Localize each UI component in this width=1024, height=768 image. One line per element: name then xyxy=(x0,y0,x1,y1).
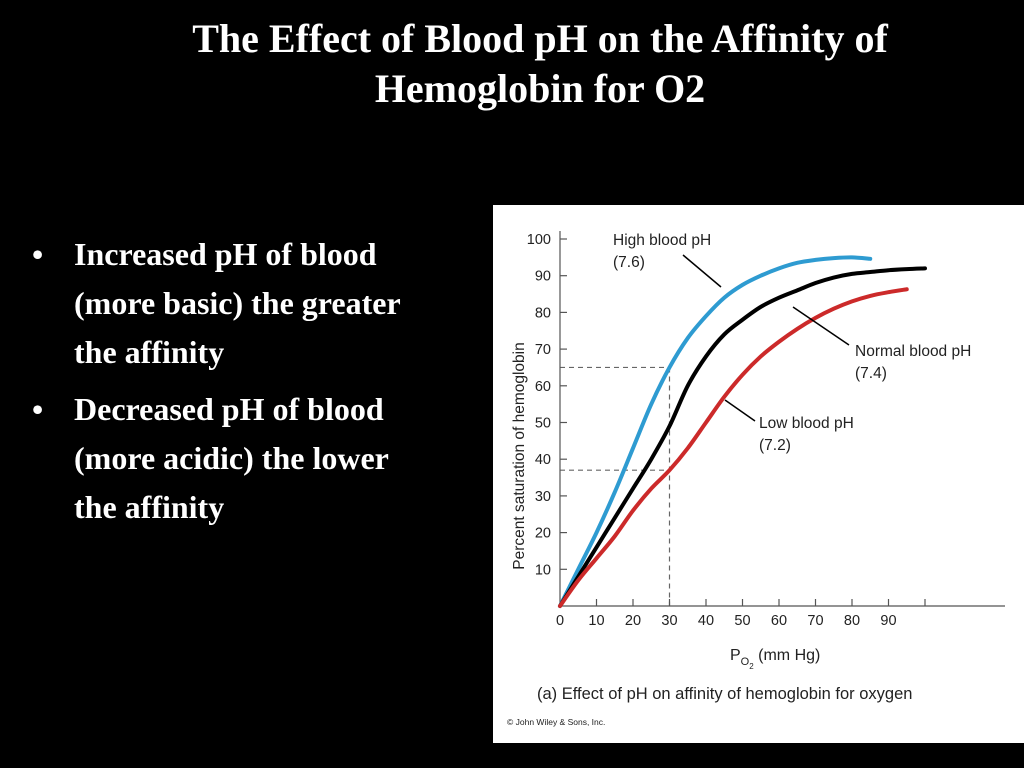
x-tick-label: 0 xyxy=(556,613,564,629)
bullet-line: (more acidic) the lower xyxy=(74,440,389,476)
x-tick-label: 60 xyxy=(771,613,787,629)
slide-title: The Effect of Blood pH on the Affinity o… xyxy=(100,14,980,114)
figure-caption: (a) Effect of pH on affinity of hemoglob… xyxy=(537,685,912,703)
y-tick-label: 80 xyxy=(535,305,551,321)
legend-high-ph-value: (7.6) xyxy=(613,254,645,271)
curve-high-ph xyxy=(558,255,873,608)
y-tick-label: 90 xyxy=(535,269,551,285)
y-tick-label: 20 xyxy=(535,526,551,542)
oxygen-dissociation-figure: 10 20 30 40 50 60 70 80 90 100 0 10 20 30 40 50 60 70 80 90… xyxy=(493,205,1024,743)
x-tick-label: 40 xyxy=(698,613,714,629)
bullet-list: • Increased pH of blood (more basic) the… xyxy=(28,230,488,540)
bullet-line: Increased pH of blood xyxy=(74,236,377,272)
bullet-icon: • xyxy=(32,391,44,427)
legend-low-ph-name: Low blood pH xyxy=(759,415,854,432)
legend-low-ph-value: (7.2) xyxy=(759,437,791,454)
oxygen-dissociation-chart: 10 20 30 40 50 60 70 80 90 100 0 10 20 30 40 50 60 70 80 90… xyxy=(507,231,1005,727)
x-tick-label: 10 xyxy=(588,613,604,629)
y-tick-label: 10 xyxy=(535,562,551,578)
x-tick-label: 50 xyxy=(734,613,750,629)
x-tick-label: 30 xyxy=(661,613,677,629)
bullet-icon: • xyxy=(32,236,44,272)
curve-normal-ph xyxy=(558,266,927,608)
x-tick-label: 90 xyxy=(880,613,896,629)
y-tick-label: 60 xyxy=(535,379,551,395)
legend-normal-ph-name: Normal blood pH xyxy=(855,343,971,360)
leader-normal-ph xyxy=(792,306,850,346)
bullet-item-decreased-ph: • Decreased pH of blood (more acidic) th… xyxy=(28,385,488,532)
leader-low-ph xyxy=(724,399,756,422)
curve-low-ph xyxy=(558,287,909,608)
x-axis-label-main: P xyxy=(730,647,741,664)
x-axis-label-sub: O xyxy=(741,656,750,668)
y-tick-label: 50 xyxy=(535,416,551,432)
title-line-2: Hemoglobin for O2 xyxy=(374,66,706,111)
x-tick-label: 80 xyxy=(844,613,860,629)
bullet-item-increased-ph: • Increased pH of blood (more basic) the… xyxy=(28,230,488,377)
x-axis-label-subsub: 2 xyxy=(749,662,754,671)
y-axis-label: Percent saturation of hemoglobin xyxy=(511,342,528,569)
x-tick-label: 20 xyxy=(625,613,641,629)
legend-high-ph-name: High blood pH xyxy=(613,232,711,249)
x-tick-label: 70 xyxy=(807,613,823,629)
y-tick-label: 100 xyxy=(527,232,551,248)
bullet-line: the affinity xyxy=(74,334,225,370)
bullet-line: (more basic) the greater xyxy=(74,285,401,321)
x-axis-label-unit: (mm Hg) xyxy=(754,647,821,664)
leader-high-ph xyxy=(682,254,722,288)
bullet-line: the affinity xyxy=(74,489,225,525)
y-tick-label: 30 xyxy=(535,489,551,505)
x-axis-label: PO2 (mm Hg) xyxy=(730,647,820,671)
y-tick-label: 70 xyxy=(535,342,551,358)
copyright-credit: © John Wiley & Sons, Inc. xyxy=(507,717,605,727)
title-line-1: The Effect of Blood pH on the Affinity o… xyxy=(192,16,888,61)
legend-normal-ph-value: (7.4) xyxy=(855,365,887,382)
y-tick-label: 40 xyxy=(535,452,551,468)
bullet-line: Decreased pH of blood xyxy=(74,391,384,427)
